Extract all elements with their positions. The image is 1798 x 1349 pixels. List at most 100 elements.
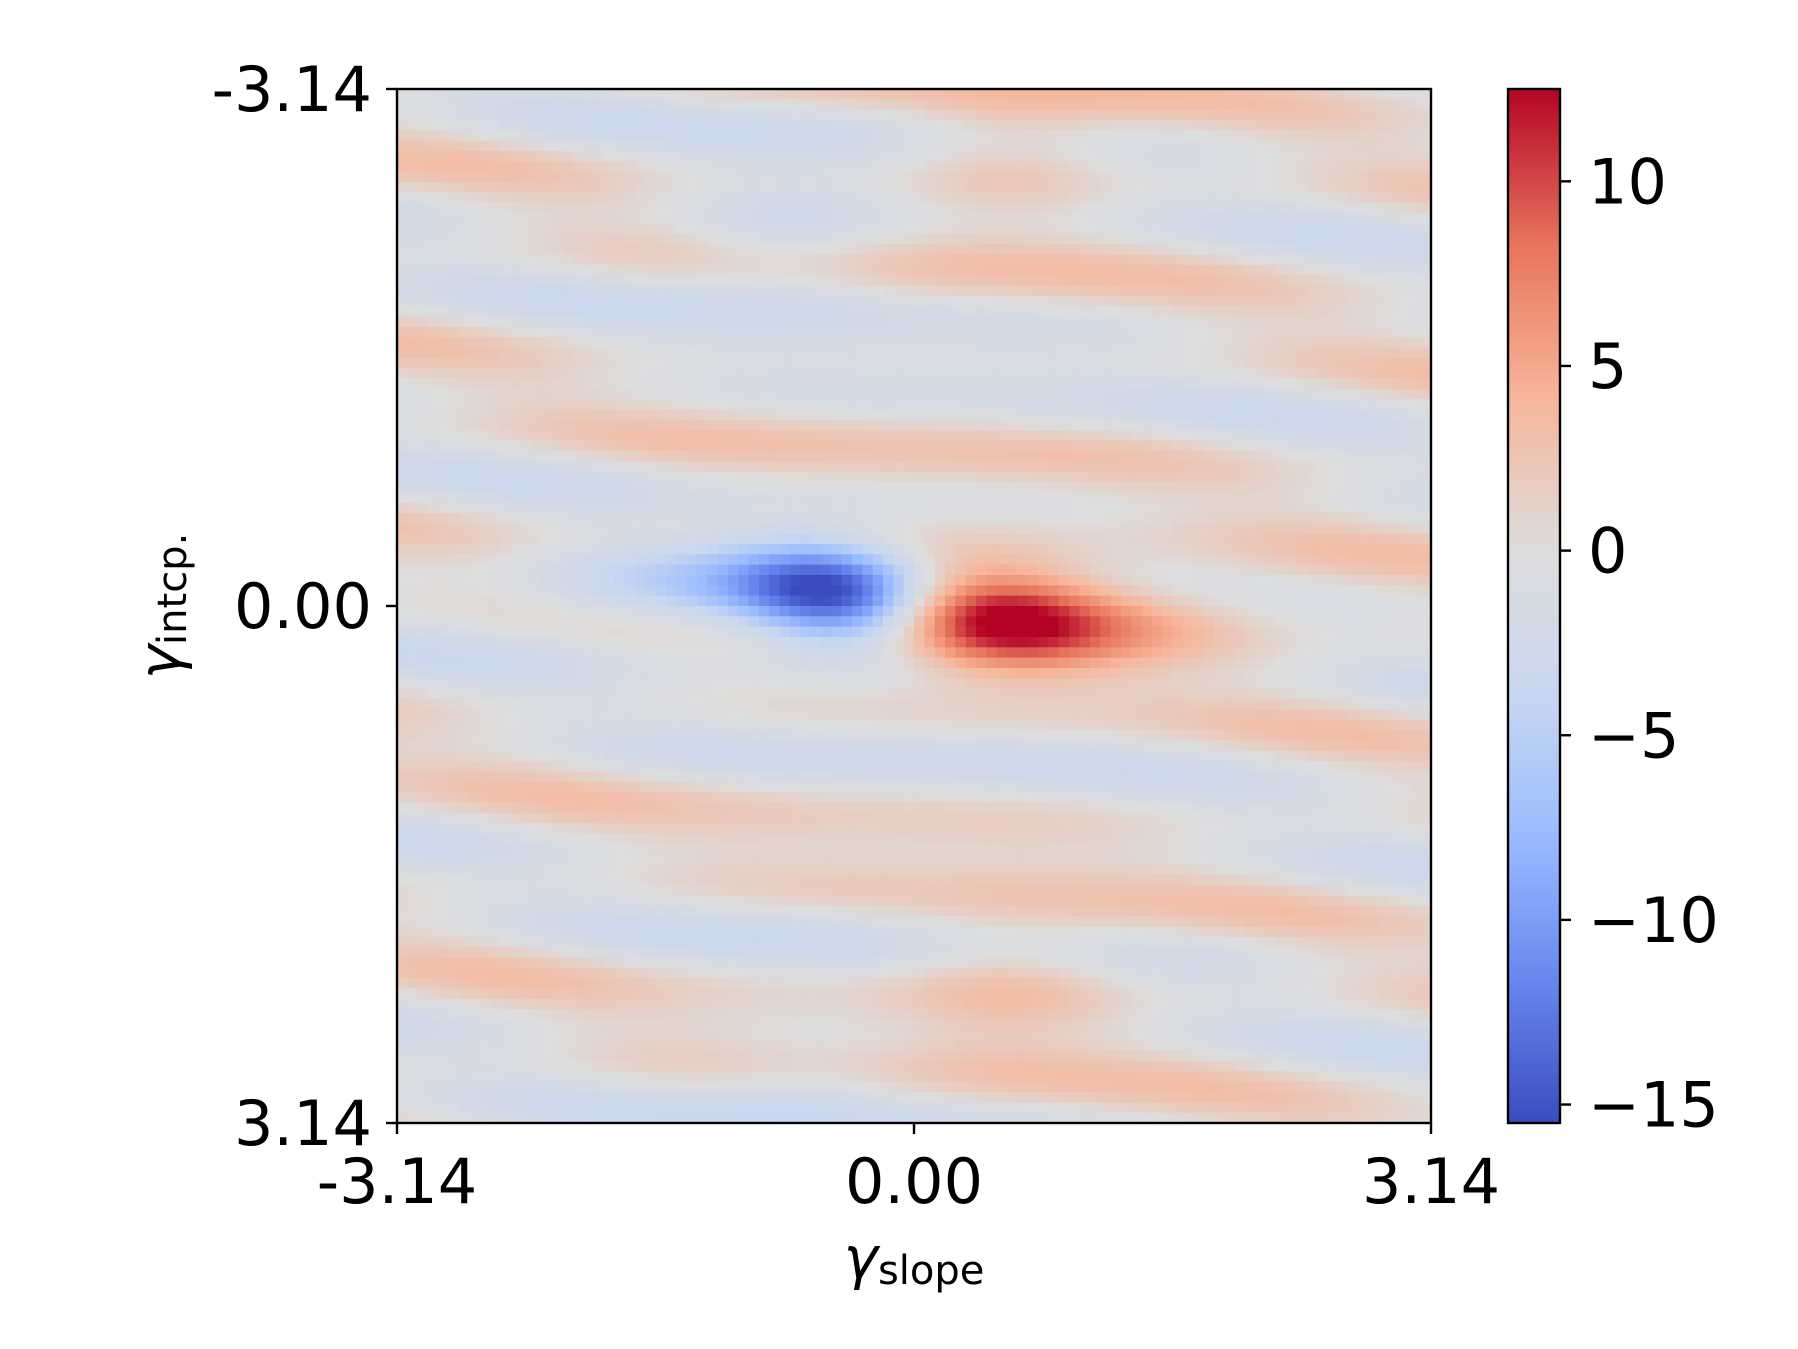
heatmap-cell (1368, 202, 1380, 214)
heatmap-cell (1182, 357, 1194, 369)
heatmap-cell (779, 213, 791, 225)
heatmap-cell (593, 378, 605, 390)
heatmap-cell (1348, 109, 1360, 121)
heatmap-cell (1131, 378, 1143, 390)
heatmap-cell (831, 450, 843, 462)
heatmap-cell (841, 192, 853, 204)
heatmap-cell (1275, 233, 1287, 245)
heatmap-cell (924, 409, 936, 421)
heatmap-cell (1182, 564, 1194, 576)
heatmap-cell (924, 140, 936, 152)
heatmap-cell (1399, 326, 1411, 338)
heatmap-cell (1172, 574, 1184, 586)
heatmap-cell (1317, 492, 1329, 504)
heatmap-cell (851, 161, 863, 173)
heatmap-cell (717, 409, 729, 421)
heatmap-cell (862, 378, 874, 390)
heatmap-cell (1007, 523, 1018, 535)
heatmap-cell (676, 585, 688, 597)
heatmap-cell (510, 399, 522, 411)
heatmap-cell (583, 574, 595, 586)
heatmap-cell (789, 316, 801, 328)
heatmap-cell (1234, 595, 1246, 607)
heatmap-cell (686, 233, 698, 245)
heatmap-cell (810, 161, 822, 173)
heatmap-cell (655, 523, 667, 535)
heatmap-cell (521, 223, 533, 235)
heatmap-cell (810, 306, 822, 318)
heatmap-cell (562, 554, 574, 566)
heatmap-cell (748, 388, 760, 400)
heatmap-cell (789, 151, 801, 162)
heatmap-cell (1224, 585, 1236, 597)
heatmap-cell (428, 316, 439, 328)
heatmap-cell (986, 140, 998, 152)
heatmap-cell (1255, 254, 1267, 266)
heatmap-cell (1151, 461, 1163, 473)
heatmap-cell (851, 409, 863, 421)
heatmap-cell (1337, 419, 1349, 431)
heatmap-cell (510, 89, 522, 100)
heatmap-cell (1389, 264, 1401, 276)
heatmap-cell (428, 512, 439, 524)
heatmap-cell (1213, 99, 1225, 111)
heatmap-cell (562, 481, 574, 493)
heatmap-cell (696, 244, 708, 256)
heatmap-cell (614, 337, 626, 349)
heatmap-cell (407, 316, 419, 328)
heatmap-cell (717, 233, 729, 245)
heatmap-cell (1203, 368, 1215, 380)
heatmap-cell (1255, 388, 1267, 400)
heatmap-cell (1100, 388, 1112, 400)
heatmap-cell (769, 585, 781, 597)
heatmap-cell (1213, 244, 1225, 256)
heatmap-cell (831, 99, 843, 111)
heatmap-cell (727, 543, 739, 555)
heatmap-cell (758, 140, 770, 152)
heatmap-cell (583, 523, 595, 535)
heatmap-cell (1007, 99, 1018, 111)
heatmap-cell (717, 264, 729, 276)
heatmap-cell (945, 109, 956, 121)
heatmap-cell (1286, 326, 1298, 338)
heatmap-cell (717, 492, 729, 504)
heatmap-cell (510, 492, 522, 504)
heatmap-cell (603, 440, 615, 452)
heatmap-cell (955, 564, 967, 576)
heatmap-cell (1255, 585, 1267, 597)
heatmap-cell (1017, 275, 1029, 287)
heatmap-cell (1048, 533, 1060, 545)
heatmap-cell (676, 182, 688, 193)
heatmap-cell (1286, 523, 1298, 535)
heatmap-cell (789, 533, 801, 545)
heatmap-cell (1048, 182, 1060, 193)
heatmap-cell (1203, 264, 1215, 276)
heatmap-cell (1348, 585, 1360, 597)
heatmap-cell (1286, 471, 1298, 483)
heatmap-cell (1275, 306, 1287, 318)
heatmap-cell (976, 533, 987, 545)
heatmap-cell (1358, 419, 1370, 431)
heatmap-cell (676, 574, 688, 586)
heatmap-cell (1296, 316, 1308, 328)
heatmap-cell (417, 213, 429, 225)
heatmap-cell (1172, 533, 1184, 545)
heatmap-cell (1162, 285, 1174, 297)
heatmap-cell (1399, 120, 1411, 131)
heatmap-cell (583, 554, 595, 566)
heatmap-cell (893, 89, 905, 100)
heatmap-cell (1048, 213, 1060, 225)
heatmap-cell (862, 89, 874, 100)
heatmap-cell (1368, 595, 1380, 607)
heatmap-cell (934, 492, 946, 504)
heatmap-cell (459, 471, 470, 483)
heatmap-cell (779, 481, 791, 493)
heatmap-cell (1234, 471, 1246, 483)
heatmap-cell (1348, 533, 1360, 545)
heatmap-cell (1213, 182, 1225, 193)
heatmap-cell (934, 523, 946, 535)
heatmap-cell (1255, 481, 1267, 493)
heatmap-cell (1110, 306, 1122, 318)
heatmap-cell (996, 326, 1008, 338)
heatmap-cell (1410, 326, 1422, 338)
